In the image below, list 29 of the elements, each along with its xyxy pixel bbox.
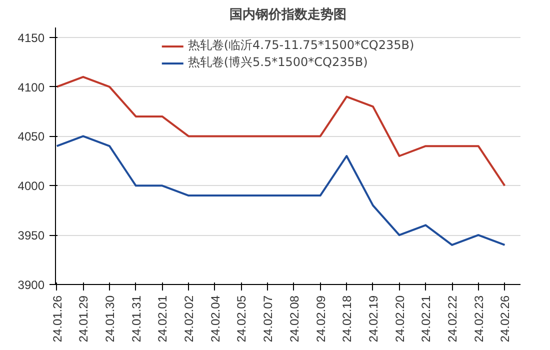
y-tick-label: 4100: [18, 80, 45, 94]
x-tick-label: 24.02.01: [156, 295, 170, 342]
legend-label: 热轧卷(博兴5.5*1500*CQ235B): [188, 54, 368, 71]
x-tick-label: 24.01.31: [129, 295, 144, 342]
y-tick-label: 3950: [18, 228, 45, 243]
x-tick-label: 24.02.08: [287, 295, 302, 342]
line-series: [56, 135, 506, 246]
x-tick-label: 24.02.05: [234, 295, 249, 342]
x-tick-label: 24.02.07: [261, 295, 276, 342]
x-tick-label: 24.02.04: [208, 295, 222, 342]
y-tick-label: 4150: [18, 30, 45, 45]
y-tick-label: 4000: [18, 179, 45, 194]
x-tick-label: 24.02.26: [498, 295, 512, 342]
x-tick-label: 24.02.18: [340, 295, 354, 342]
x-tick-label: 24.02.19: [366, 295, 380, 342]
x-tick-label: 24.02.22: [446, 295, 460, 342]
x-tick-label: 24.01.26: [50, 295, 64, 342]
x-tick-label: 24.02.02: [182, 295, 196, 342]
y-tick-label: 4050: [18, 130, 45, 144]
x-tick-label: 24.02.09: [314, 295, 328, 342]
x-tick-label: 24.02.21: [419, 295, 434, 342]
x-tick-label: 24.01.30: [103, 295, 118, 342]
x-tick-label: 24.02.23: [472, 295, 486, 342]
legend-label: 热轧卷(临沂4.75-11.75*1500*CQ235B): [188, 37, 414, 54]
y-tick-label: 3900: [18, 278, 45, 292]
x-tick-label: 24.01.29: [76, 295, 91, 342]
chart-title: 国内钢价指数走势图: [230, 6, 346, 22]
x-tick-label: 24.02.20: [392, 295, 407, 342]
line-series: [56, 76, 506, 187]
